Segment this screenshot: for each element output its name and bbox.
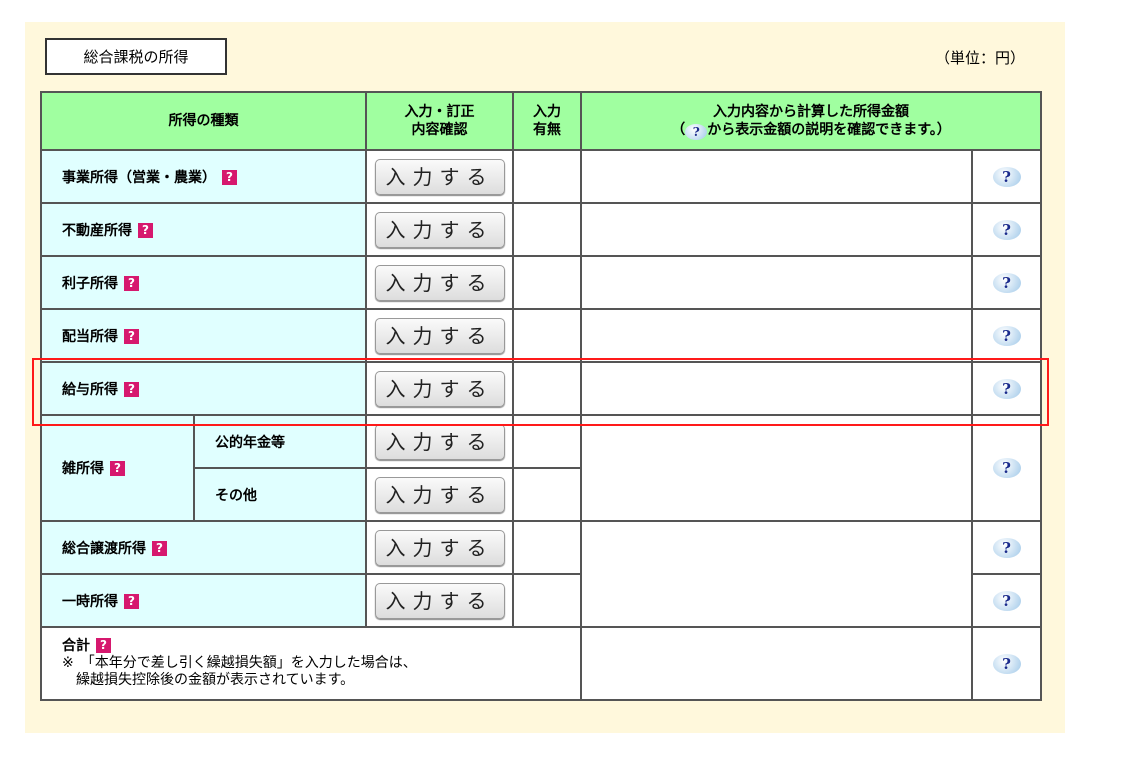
amount-cell	[580, 202, 973, 257]
total-amount	[580, 626, 973, 701]
income-subtype: 公的年金等	[193, 414, 367, 469]
table-row: 事業所得（営業・農業）? 入力する ?	[40, 149, 1043, 204]
header-input: 入力・訂正 内容確認	[365, 91, 514, 151]
table-row-salary: 給与所得? 入力する ?	[40, 361, 1043, 416]
header-type: 所得の種類	[40, 91, 367, 151]
input-button[interactable]: 入力する	[374, 317, 505, 354]
question-bubble-icon[interactable]: ?	[992, 458, 1021, 478]
input-button[interactable]: 入力する	[374, 582, 505, 619]
income-type: 利子所得?	[40, 255, 367, 310]
amount-cell	[580, 361, 973, 416]
question-bubble-icon[interactable]: ?	[992, 219, 1021, 240]
income-type: 事業所得（営業・農業）?	[40, 149, 367, 204]
question-bubble-icon[interactable]: ?	[992, 272, 1021, 293]
question-square-icon[interactable]: ?	[222, 169, 237, 185]
amount-cell	[580, 520, 973, 628]
table-row: 配当所得? 入力する ?	[40, 308, 1043, 363]
income-table: 所得の種類 入力・訂正 内容確認 入力 有無 入力内容から計算した所得金額（? から表…	[40, 91, 1043, 701]
table-row: 利子所得? 入力する ?	[40, 255, 1043, 310]
question-square-icon[interactable]: ?	[96, 638, 111, 653]
header-status: 入力 有無	[512, 91, 582, 151]
input-status	[512, 149, 582, 204]
input-button[interactable]: 入力する	[374, 264, 505, 301]
income-type: 給与所得?	[40, 361, 367, 416]
question-bubble-icon[interactable]: ?	[992, 378, 1021, 399]
table-row: その他 入力する	[41, 467, 1041, 522]
input-button[interactable]: 入力する	[374, 211, 505, 248]
income-type: 一時所得?	[40, 573, 367, 628]
unit-label: （単位：円）	[935, 49, 1026, 67]
input-button[interactable]: 入力する	[374, 370, 505, 407]
question-square-icon[interactable]: ?	[124, 593, 139, 609]
input-status	[512, 202, 582, 257]
question-square-icon[interactable]: ?	[124, 328, 139, 344]
table-row: 総合譲渡所得? 入力する ?	[40, 520, 1043, 628]
total-note: ※ 「本年分で差し引く繰越損失額」を入力した場合は、	[62, 655, 417, 671]
input-status	[512, 361, 582, 416]
income-type: 雑所得?	[40, 414, 195, 522]
question-square-icon[interactable]: ?	[138, 222, 153, 238]
total-row: 合計? ※ 「本年分で差し引く繰越損失額」を入力した場合は、 繰越損失控除後の金…	[40, 626, 1043, 701]
amount-cell	[580, 149, 973, 204]
input-button[interactable]: 入力する	[374, 476, 505, 513]
question-bubble-icon[interactable]: ?	[992, 653, 1021, 674]
input-button[interactable]: 入力する	[374, 158, 505, 195]
question-bubble-icon[interactable]: ?	[992, 590, 1021, 611]
question-square-icon[interactable]: ?	[152, 540, 167, 556]
income-type: 不動産所得?	[40, 202, 367, 257]
total-note: 繰越損失控除後の金額が表示されています。	[62, 672, 355, 688]
question-square-icon[interactable]: ?	[124, 381, 139, 397]
input-status	[512, 414, 582, 469]
input-status	[512, 308, 582, 363]
total-label-cell: 合計? ※ 「本年分で差し引く繰越損失額」を入力した場合は、 繰越損失控除後の金…	[40, 626, 582, 701]
input-status	[512, 255, 582, 310]
input-status	[512, 573, 582, 628]
amount-cell	[580, 255, 973, 310]
question-square-icon[interactable]: ?	[124, 275, 139, 291]
section-title: 総合課税の所得	[45, 38, 227, 75]
table-row: 一時所得? 入力する ?	[40, 573, 1043, 628]
income-type: 総合譲渡所得?	[40, 520, 367, 575]
question-bubble-icon: ?	[685, 123, 708, 140]
amount-cell	[580, 414, 973, 522]
header-amount: 入力内容から計算した所得金額（? から表示金額の説明を確認できます。）	[579, 91, 1043, 151]
input-button[interactable]: 入力する	[374, 529, 505, 566]
question-bubble-icon[interactable]: ?	[992, 537, 1021, 558]
table-row: 雑所得? 公的年金等 入力する ?	[40, 414, 1043, 522]
income-type: 配当所得?	[40, 308, 367, 363]
question-bubble-icon[interactable]: ?	[992, 166, 1021, 187]
question-bubble-icon[interactable]: ?	[992, 325, 1021, 346]
question-square-icon[interactable]: ?	[110, 461, 125, 476]
input-status	[512, 520, 582, 575]
header-row: 所得の種類 入力・訂正 内容確認 入力 有無 入力内容から計算した所得金額（? から表…	[40, 91, 1043, 151]
input-status	[512, 467, 582, 522]
amount-cell	[580, 308, 973, 363]
input-button[interactable]: 入力する	[374, 423, 505, 460]
income-subtype: その他	[193, 467, 367, 522]
table-row: 不動産所得? 入力する ?	[40, 202, 1043, 257]
